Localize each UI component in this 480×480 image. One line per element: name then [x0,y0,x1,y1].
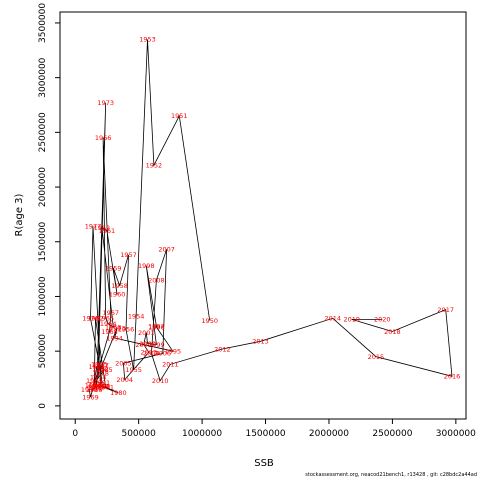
year-label-1962: 1962 [94,224,111,232]
x-tick-label: 500000 [121,429,156,439]
year-label-1978: 1978 [92,369,109,377]
y-tick-label: 3500000 [38,3,48,43]
year-label-1977: 1977 [85,223,102,231]
footer-provenance: stockassessment.org, neacod21bench1, r13… [305,472,477,478]
year-label-2008: 2008 [148,276,165,284]
year-label-2005: 2005 [115,360,132,368]
year-label-2000: 2000 [139,340,156,348]
y-tick-label: 2500000 [38,112,48,152]
year-label-1972: 1972 [89,380,106,388]
x-tick-label: 2500000 [372,429,412,439]
y-tick-label: 500000 [38,334,48,369]
year-label-1979: 1979 [92,383,109,391]
year-label-1986: 1986 [85,381,102,389]
x-tick-label: 1000000 [182,429,222,439]
year-label-2019: 2019 [344,316,361,324]
year-label-1992: 1992 [92,365,109,373]
year-label-1997: 1997 [148,322,165,330]
year-label-1990: 1990 [94,383,111,391]
x-tick-label: 1500000 [245,429,285,439]
y-tick-label: 1000000 [38,276,48,316]
x-axis-title: SSB [254,458,274,469]
year-label-1980: 1980 [110,389,127,397]
year-label-2013: 2013 [252,338,269,346]
year-label-2011: 2011 [162,361,179,369]
year-label-1965: 1965 [97,315,114,323]
year-label-1961: 1961 [99,227,116,235]
year-label-1953: 1953 [139,36,156,44]
year-label-1984: 1984 [89,363,106,371]
year-label-1954: 1954 [128,313,145,321]
y-tick-label: 1500000 [38,221,48,261]
year-label-1958: 1958 [111,282,128,290]
year-label-1968: 1968 [101,328,118,336]
year-label-1975: 1975 [91,361,108,369]
y-axis-title: R(age 3) [14,193,25,236]
year-label-2015: 2015 [368,353,385,361]
year-label-1989: 1989 [87,384,104,392]
year-label-1955: 1955 [125,366,142,374]
year-label-1993: 1993 [109,325,126,333]
year-label-2003: 2003 [141,349,158,357]
year-label-1996: 1996 [148,323,165,331]
year-label-2018: 2018 [384,328,401,336]
year-label-1994: 1994 [106,334,123,342]
year-label-1988: 1988 [86,386,103,394]
year-label-1985: 1985 [96,366,113,374]
series-line [88,39,453,398]
year-label-2010: 2010 [152,377,169,385]
year-label-2007: 2007 [158,246,175,254]
year-label-1974: 1974 [90,374,107,382]
plot-frame [59,11,467,420]
year-label-2009: 2009 [143,350,160,358]
year-label-1998: 1998 [138,262,155,270]
year-label-1971: 1971 [86,385,103,393]
year-label-2020: 2020 [374,316,391,324]
year-label-1983: 1983 [86,377,103,385]
year-label-2017: 2017 [437,306,454,314]
year-label-1960: 1960 [109,291,126,299]
y-tick-label: 3000000 [38,57,48,97]
year-label-1952: 1952 [146,162,163,170]
year-label-2016: 2016 [444,373,461,381]
year-label-1964: 1964 [100,320,117,328]
year-label-1995: 1995 [165,348,182,356]
year-label-2012: 2012 [214,345,231,353]
y-tick-label: 0 [38,403,48,409]
year-label-1976: 1976 [82,315,99,323]
x-tick-label: 2000000 [309,429,349,439]
x-axis: 0 500000 1000000 1500000 2000000 2500000 30000… [72,419,476,439]
year-label-1950: 1950 [201,317,218,325]
year-label-1987: 1987 [92,362,109,370]
year-label-1981: 1981 [97,384,114,392]
year-label-1951: 1951 [171,112,188,120]
year-label-1959: 1959 [105,264,122,272]
year-label-1969: 1969 [82,393,99,401]
y-axis: 0 500000 1000000 1500000 2000000 2500000 30000… [38,3,60,409]
year-label-1970: 1970 [81,386,98,394]
year-label-1966: 1966 [95,134,112,142]
x-tick-label: 3000000 [436,429,476,439]
y-tick-label: 2000000 [38,167,48,207]
year-label-1956: 1956 [118,326,135,334]
x-tick-label: 0 [72,429,78,439]
year-label-1982: 1982 [87,315,104,323]
year-label-2002: 2002 [135,341,152,349]
year-label-1967: 1967 [103,309,120,317]
year-label-1991: 1991 [94,379,111,387]
year-label-1973: 1973 [97,99,114,107]
year-label-1957: 1957 [120,251,137,259]
year-label-2006: 2006 [155,350,172,358]
year-label-2004: 2004 [116,376,133,384]
year-label-2014: 2014 [325,315,342,323]
point-labels: 1950 1951 1952 1953 1954 1955 1956 1957 1958 1959… [81,36,460,402]
year-label-1999: 1999 [148,341,165,349]
year-label-1963: 1963 [105,323,122,331]
year-label-2001: 2001 [138,329,155,337]
